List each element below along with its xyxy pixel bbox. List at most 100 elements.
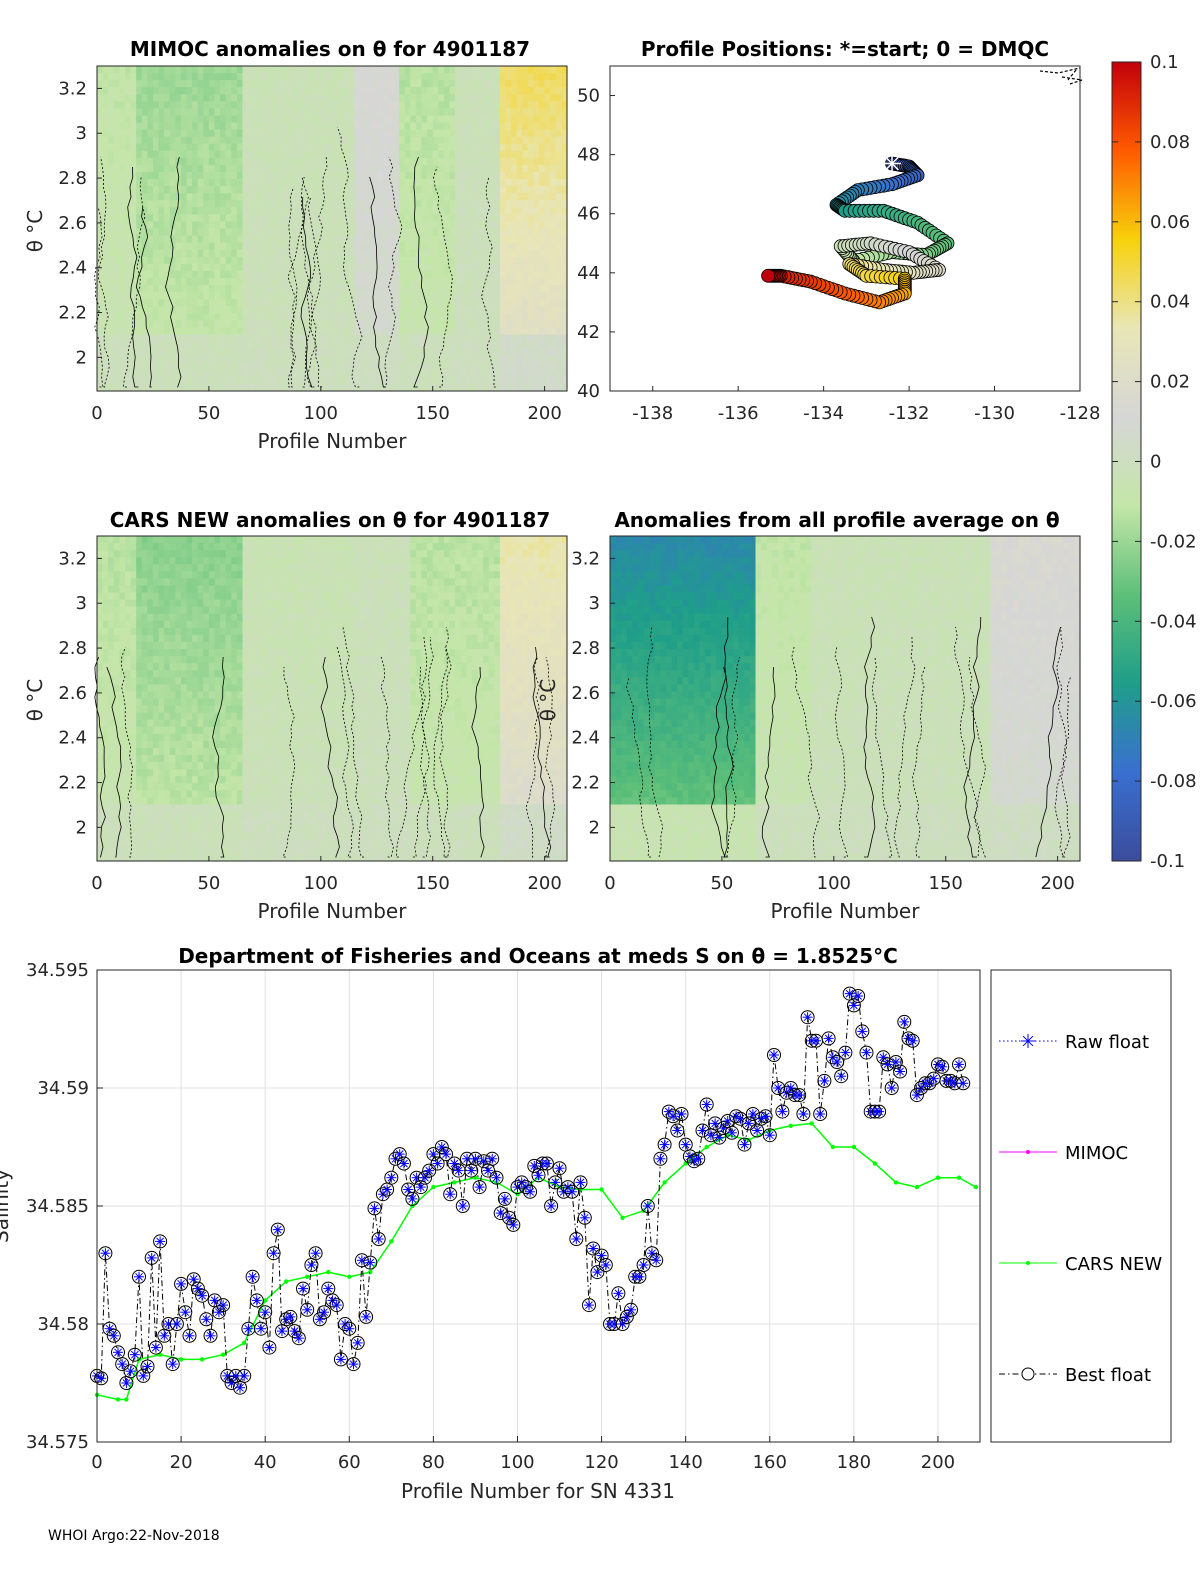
heatmap-cell	[119, 571, 126, 579]
heatmap-cell	[214, 355, 221, 364]
heatmap-cell	[527, 263, 534, 272]
heatmap-cell	[136, 186, 143, 194]
heatmap-cell	[477, 313, 484, 321]
heatmap-cell	[337, 207, 344, 215]
heatmap-cell	[147, 228, 154, 237]
heatmap-cell	[130, 642, 137, 650]
heatmap-cell	[125, 256, 132, 265]
heatmap-cell	[438, 249, 445, 258]
heatmap-cell	[494, 179, 501, 187]
heatmap-cell	[315, 249, 322, 258]
heatmap-cell	[97, 769, 104, 777]
heatmap-cell	[376, 157, 383, 166]
heatmap-cell	[365, 80, 372, 88]
heatmap-cell	[320, 186, 327, 194]
heatmap-cell	[281, 334, 288, 343]
heatmap-cell	[141, 355, 148, 364]
heatmap-cell	[225, 200, 232, 208]
heatmap-cell	[533, 66, 540, 74]
heatmap-cell	[208, 94, 216, 102]
heatmap-cell	[483, 136, 490, 145]
heatmap-cell	[147, 627, 154, 636]
heatmap-cell	[119, 115, 126, 124]
colorbar-tick-label: 0	[1150, 452, 1161, 473]
heatmap-cell	[108, 207, 115, 215]
heatmap-cell	[175, 285, 182, 293]
heatmap-cell	[102, 249, 109, 258]
heatmap-cell	[102, 136, 109, 145]
heatmap-cell	[432, 87, 439, 95]
heatmap-cell	[421, 108, 428, 117]
heatmap-cell	[153, 186, 160, 194]
heatmap-cell	[169, 726, 176, 735]
heatmap-cell	[141, 606, 148, 615]
heatmap-cell	[527, 94, 534, 102]
heatmap-cell	[158, 87, 165, 95]
heatmap-cell	[186, 712, 193, 721]
heatmap-cell	[253, 299, 260, 307]
heatmap-cell	[158, 179, 165, 187]
heatmap-cell	[102, 87, 109, 95]
heatmap-cell	[242, 129, 249, 138]
heatmap-cell	[186, 769, 193, 777]
heatmap-cell	[544, 292, 551, 300]
heatmap-cell	[326, 383, 333, 392]
heatmap-cell	[231, 207, 238, 215]
heatmap-cell	[466, 355, 473, 364]
heatmap-cell	[466, 214, 473, 223]
heatmap-cell	[555, 306, 562, 314]
heatmap-cell	[102, 592, 109, 601]
heatmap-cell	[410, 313, 417, 321]
heatmap-cell	[236, 285, 244, 293]
heatmap-cell	[264, 143, 272, 152]
heatmap-cell	[164, 755, 171, 763]
heatmap-cell	[555, 228, 562, 237]
heatmap-cell	[102, 186, 109, 194]
heatmap-cell	[108, 263, 115, 272]
heatmap-cell	[175, 249, 182, 258]
heatmap-cell	[130, 684, 137, 693]
heatmap-cell	[153, 599, 160, 608]
heatmap-cell	[248, 362, 255, 371]
heatmap-cell	[388, 249, 395, 258]
heatmap-cell	[97, 80, 104, 88]
heatmap-cell	[180, 87, 188, 95]
heatmap-cell	[511, 136, 518, 145]
heatmap-cell	[348, 73, 355, 81]
heatmap-cell	[298, 348, 305, 357]
heatmap-cell	[337, 369, 344, 378]
heatmap-cell	[175, 762, 182, 770]
heatmap-cell	[175, 776, 182, 784]
heatmap-cell	[147, 825, 154, 834]
heatmap-cell	[180, 355, 188, 364]
heatmap-cell	[539, 362, 546, 371]
heatmap-cell	[158, 719, 165, 728]
heatmap-cell	[231, 285, 238, 293]
heatmap-cell	[561, 108, 568, 117]
heatmap-cell	[483, 263, 490, 272]
heatmap-cell	[259, 270, 266, 279]
heatmap-cell	[371, 242, 378, 251]
heatmap-cell	[197, 150, 204, 159]
heatmap-cell	[130, 306, 137, 314]
heatmap-cell	[225, 136, 232, 145]
heatmap-cell	[466, 249, 473, 258]
heatmap-cell	[153, 853, 160, 862]
heatmap-cell	[180, 122, 188, 131]
heatmap-cell	[304, 122, 311, 131]
heatmap-cell	[555, 179, 562, 187]
heatmap-cell	[287, 157, 294, 166]
heatmap-cell	[130, 256, 137, 265]
heatmap-cell	[102, 705, 109, 714]
heatmap-cell	[236, 313, 244, 321]
heatmap-cell	[113, 278, 120, 286]
heatmap-cell	[264, 157, 272, 166]
heatmap-cell	[186, 783, 193, 791]
heatmap-cell	[248, 172, 255, 180]
heatmap-cell	[471, 221, 479, 230]
heatmap-cell	[449, 179, 456, 187]
colorbar-tick-label: 0.1	[1150, 52, 1179, 73]
heatmap-cell	[494, 164, 501, 173]
heatmap-cell	[309, 362, 316, 371]
heatmap-cell	[147, 705, 154, 714]
